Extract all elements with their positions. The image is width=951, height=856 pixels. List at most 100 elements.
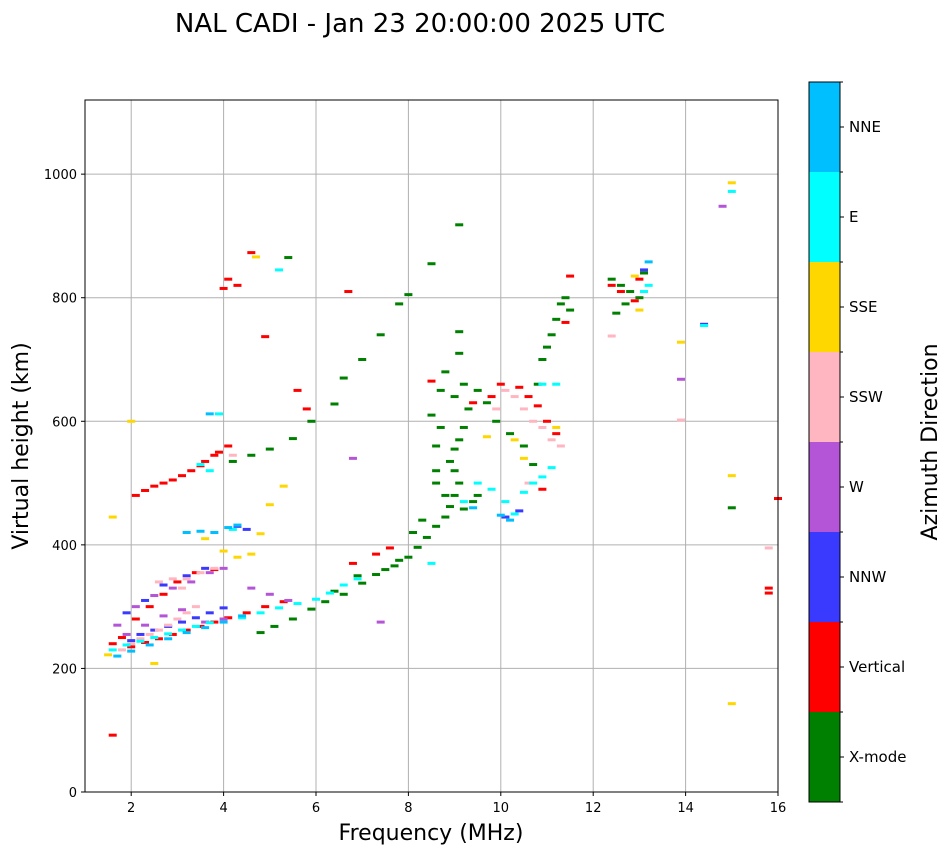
data-point bbox=[164, 632, 173, 636]
data-point bbox=[727, 506, 736, 510]
data-point bbox=[644, 283, 653, 287]
data-point bbox=[496, 513, 505, 517]
data-point bbox=[441, 515, 450, 519]
data-point bbox=[385, 546, 394, 550]
data-point bbox=[718, 204, 727, 208]
series-sse bbox=[104, 181, 736, 706]
x-tick-label: 4 bbox=[219, 801, 227, 816]
data-point bbox=[288, 617, 297, 621]
data-point bbox=[473, 493, 482, 497]
data-point bbox=[150, 636, 159, 640]
data-point bbox=[265, 503, 274, 507]
data-point bbox=[210, 566, 219, 570]
data-point bbox=[445, 459, 454, 463]
data-point bbox=[727, 702, 736, 706]
data-point bbox=[187, 580, 196, 584]
data-point bbox=[487, 395, 496, 399]
data-point bbox=[450, 447, 459, 451]
data-point bbox=[122, 632, 131, 636]
data-point bbox=[727, 474, 736, 478]
data-point bbox=[251, 255, 260, 259]
data-point bbox=[538, 358, 547, 361]
data-point bbox=[256, 532, 265, 536]
data-point bbox=[432, 469, 441, 473]
data-point bbox=[561, 320, 570, 324]
data-point bbox=[630, 274, 639, 278]
data-point bbox=[270, 624, 279, 628]
data-point bbox=[127, 645, 136, 649]
data-point bbox=[108, 642, 117, 646]
y-tick-label: 0 bbox=[69, 786, 77, 801]
data-point bbox=[141, 488, 150, 492]
data-point bbox=[640, 271, 649, 275]
data-point bbox=[455, 330, 464, 334]
data-point bbox=[247, 453, 256, 457]
data-point bbox=[127, 419, 136, 423]
data-point bbox=[436, 425, 445, 429]
data-point bbox=[330, 402, 339, 406]
data-point bbox=[261, 605, 270, 609]
colorbar-label-item: X-mode bbox=[849, 748, 906, 766]
data-point bbox=[395, 302, 404, 306]
data-point bbox=[279, 484, 288, 488]
data-point bbox=[459, 382, 468, 386]
colorbar-segment bbox=[809, 352, 840, 442]
data-point bbox=[700, 324, 709, 328]
data-point bbox=[473, 388, 482, 392]
data-point bbox=[727, 181, 736, 185]
data-point bbox=[182, 628, 191, 632]
data-point bbox=[293, 602, 302, 606]
data-point bbox=[635, 308, 644, 312]
data-point bbox=[108, 733, 117, 737]
series-ssw bbox=[117, 334, 773, 652]
data-point bbox=[224, 616, 233, 620]
data-point bbox=[538, 382, 547, 386]
data-point bbox=[182, 531, 191, 534]
x-tick-label: 8 bbox=[404, 801, 412, 816]
data-point bbox=[492, 419, 501, 423]
data-point bbox=[621, 302, 630, 306]
data-point bbox=[136, 632, 145, 636]
data-point bbox=[150, 594, 159, 598]
data-point bbox=[141, 623, 150, 627]
x-axis-label: Frequency (MHz) bbox=[339, 821, 524, 846]
data-point bbox=[372, 552, 381, 556]
data-point bbox=[455, 223, 464, 227]
colorbar-label-item: Vertical bbox=[849, 658, 905, 676]
data-point bbox=[501, 515, 510, 519]
colorbar-segment bbox=[809, 82, 840, 172]
data-point bbox=[182, 611, 191, 615]
data-point bbox=[501, 500, 510, 504]
data-point bbox=[612, 311, 621, 315]
colorbar-label: Azimuth Direction bbox=[918, 343, 943, 540]
colorbar-label-item: SSE bbox=[849, 298, 878, 316]
data-point bbox=[261, 335, 270, 339]
data-point bbox=[432, 524, 441, 528]
data-point bbox=[233, 555, 242, 559]
data-point bbox=[117, 648, 126, 652]
data-point bbox=[178, 474, 187, 478]
data-point bbox=[205, 611, 214, 615]
series-vertical bbox=[108, 251, 782, 737]
data-point bbox=[469, 500, 478, 504]
plot-frame bbox=[84, 99, 779, 793]
data-point bbox=[173, 617, 182, 621]
colorbar-label-item: NNE bbox=[849, 118, 881, 136]
data-point bbox=[524, 481, 533, 485]
data-point bbox=[381, 568, 390, 572]
data-point bbox=[538, 475, 547, 479]
series-nne bbox=[113, 260, 653, 658]
data-point bbox=[224, 526, 233, 530]
data-point bbox=[307, 607, 316, 611]
data-point bbox=[141, 598, 150, 602]
colorbar-segment bbox=[809, 622, 840, 712]
data-point bbox=[113, 654, 122, 658]
data-point bbox=[219, 566, 228, 570]
data-point bbox=[353, 574, 362, 578]
colorbar-label-item: W bbox=[849, 478, 864, 496]
data-point bbox=[344, 290, 353, 294]
data-point bbox=[168, 632, 177, 636]
data-point bbox=[640, 290, 649, 294]
y-tick-label: 600 bbox=[52, 415, 77, 430]
data-point bbox=[445, 505, 454, 509]
